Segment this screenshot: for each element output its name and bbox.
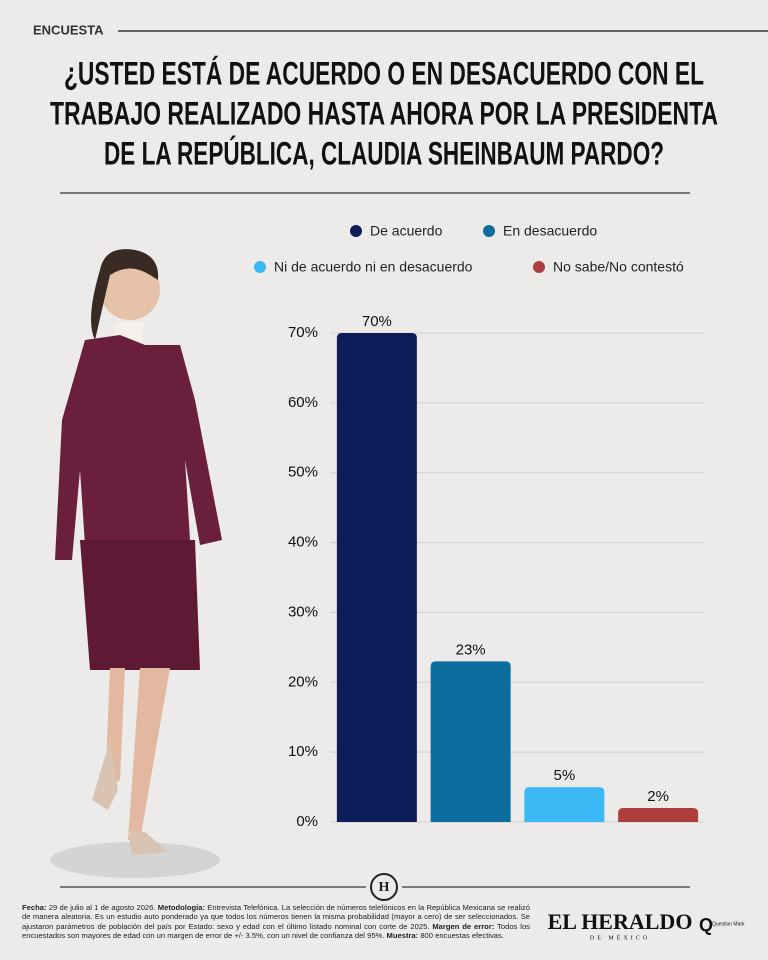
bar — [336, 333, 417, 822]
y-tick-label: 60% — [288, 394, 318, 411]
photo — [50, 249, 222, 878]
partner-mark: Q — [699, 915, 713, 935]
logo: H — [370, 873, 398, 901]
bar — [430, 661, 511, 822]
partner: Question Mark — [712, 921, 745, 927]
brand-sub: DE MÉXICO — [590, 933, 650, 941]
footnote-text: Todos los encuestados son mayores de eda… — [22, 921, 530, 941]
footnote-text: 29 de julio al 1 de agosto 2026. — [48, 903, 156, 912]
legend-swatch — [483, 225, 495, 237]
legend-label: En desacuerdo — [503, 223, 597, 239]
legend-label: No sabe/No contestó — [553, 259, 684, 275]
legend-swatch — [350, 225, 362, 237]
y-tick-label: 50% — [288, 464, 318, 481]
footnote-label: Fecha: — [22, 903, 47, 912]
footnote-text: 800 encuestas efectivas. — [420, 931, 504, 941]
footnote-label: Metodología: — [157, 903, 206, 912]
value-label: 70% — [362, 313, 392, 330]
legend-swatch — [533, 261, 545, 273]
chart-title: ¿USTED ESTÁ DE ACUERDO O EN DESACUERDO C… — [64, 55, 704, 91]
legend-label: De acuerdo — [370, 223, 443, 239]
y-tick-label: 20% — [288, 673, 318, 690]
chart-title: DE LA REPÚBLICA, CLAUDIA SHEINBAUM PARDO… — [104, 135, 664, 171]
y-tick-label: 40% — [288, 534, 318, 551]
footnote-label: Margen de error: — [432, 921, 495, 931]
value-label: 23% — [456, 641, 486, 658]
legend-label: Ni de acuerdo ni en desacuerdo — [274, 259, 473, 275]
chart-title: TRABAJO REALIZADO HASTA AHORA POR LA PRE… — [50, 95, 718, 131]
bar — [524, 787, 605, 822]
value-label: 5% — [554, 767, 576, 784]
kicker: ENCUESTA — [33, 22, 104, 37]
value-label: 2% — [647, 788, 669, 805]
y-tick-label: 70% — [288, 324, 318, 341]
brand: EL HERALDO — [548, 909, 693, 934]
y-tick-label: 30% — [288, 603, 318, 620]
legend-swatch — [254, 261, 266, 273]
footnote-label: Muestra: — [386, 931, 419, 941]
footnote-text: Entrevista Telefónica. La selección de n… — [22, 903, 530, 931]
y-tick-label: 0% — [296, 813, 318, 830]
svg-text:H: H — [379, 880, 390, 895]
bar — [618, 808, 699, 822]
footnote: Fecha: 29 de julio al 1 de agosto 2026. … — [22, 903, 530, 941]
y-tick-label: 10% — [288, 743, 318, 760]
